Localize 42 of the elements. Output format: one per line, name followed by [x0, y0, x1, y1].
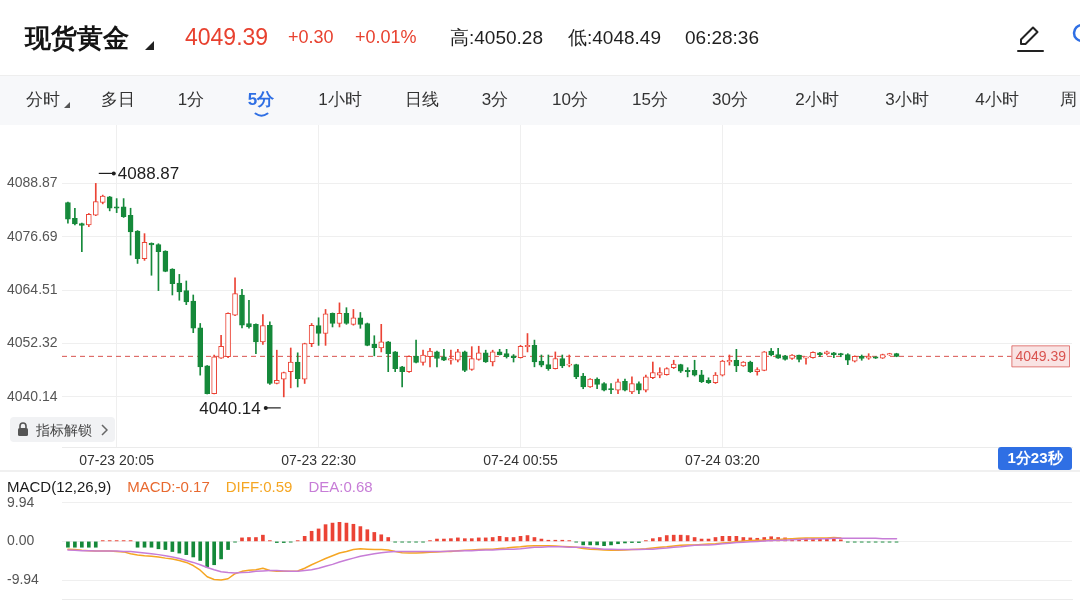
- text: DEA:0.68: [308, 478, 373, 496]
- y-tick-label: 4076.69: [7, 227, 58, 244]
- text: DIFF:0.59: [225, 478, 293, 496]
- text: 30分: [712, 89, 748, 111]
- y-tick-label: 4040.14: [7, 387, 58, 404]
- ref-line-label: 4049.39: [1015, 348, 1067, 365]
- text: 多日: [101, 89, 135, 111]
- x-tick-label: 07-24 03:20: [685, 452, 761, 469]
- annotation: 4088.87: [117, 164, 180, 184]
- annotation: 4040.14: [199, 398, 261, 418]
- text: 4049.39: [185, 24, 269, 52]
- chart-title: MACD(12,26,9): [7, 478, 112, 496]
- text: +0.01%: [355, 27, 417, 49]
- text: 1分: [177, 89, 205, 111]
- text: 1小时: [318, 89, 362, 111]
- text: 低:4048.49: [568, 26, 661, 50]
- text: 06:28:36: [685, 26, 759, 50]
- x-tick-label: 07-23 20:05: [79, 452, 155, 469]
- text: 现货黄金: [25, 22, 129, 54]
- y-tick-label: 4052.32: [7, 334, 58, 351]
- text: 2小时: [795, 89, 839, 111]
- text: 5分: [247, 89, 275, 111]
- y-tick-label: 4088.87: [7, 174, 58, 191]
- x-tick-label: 07-23 22:30: [281, 452, 357, 469]
- text: 周: [1059, 89, 1077, 111]
- text: 10分: [552, 89, 588, 111]
- text: 3分: [481, 89, 509, 111]
- text: 1分23秒: [998, 447, 1072, 470]
- text: 15分: [632, 89, 668, 111]
- text: 3小时: [885, 89, 929, 111]
- y-tick-label: 0.00: [7, 532, 35, 549]
- x-tick-label: 07-24 00:55: [483, 452, 559, 469]
- annotation: 指标解锁: [36, 421, 92, 438]
- y-tick-label: -9.94: [7, 570, 40, 587]
- y-tick-label: 4064.51: [7, 280, 58, 297]
- text: 高:4050.28: [450, 26, 543, 50]
- y-tick-label: 9.94: [7, 493, 35, 510]
- text: +0.30: [288, 27, 334, 49]
- text: 日线: [405, 89, 439, 111]
- text: 分时: [26, 89, 60, 111]
- text: 4小时: [975, 89, 1019, 111]
- text: MACD:-0.17: [127, 478, 210, 496]
